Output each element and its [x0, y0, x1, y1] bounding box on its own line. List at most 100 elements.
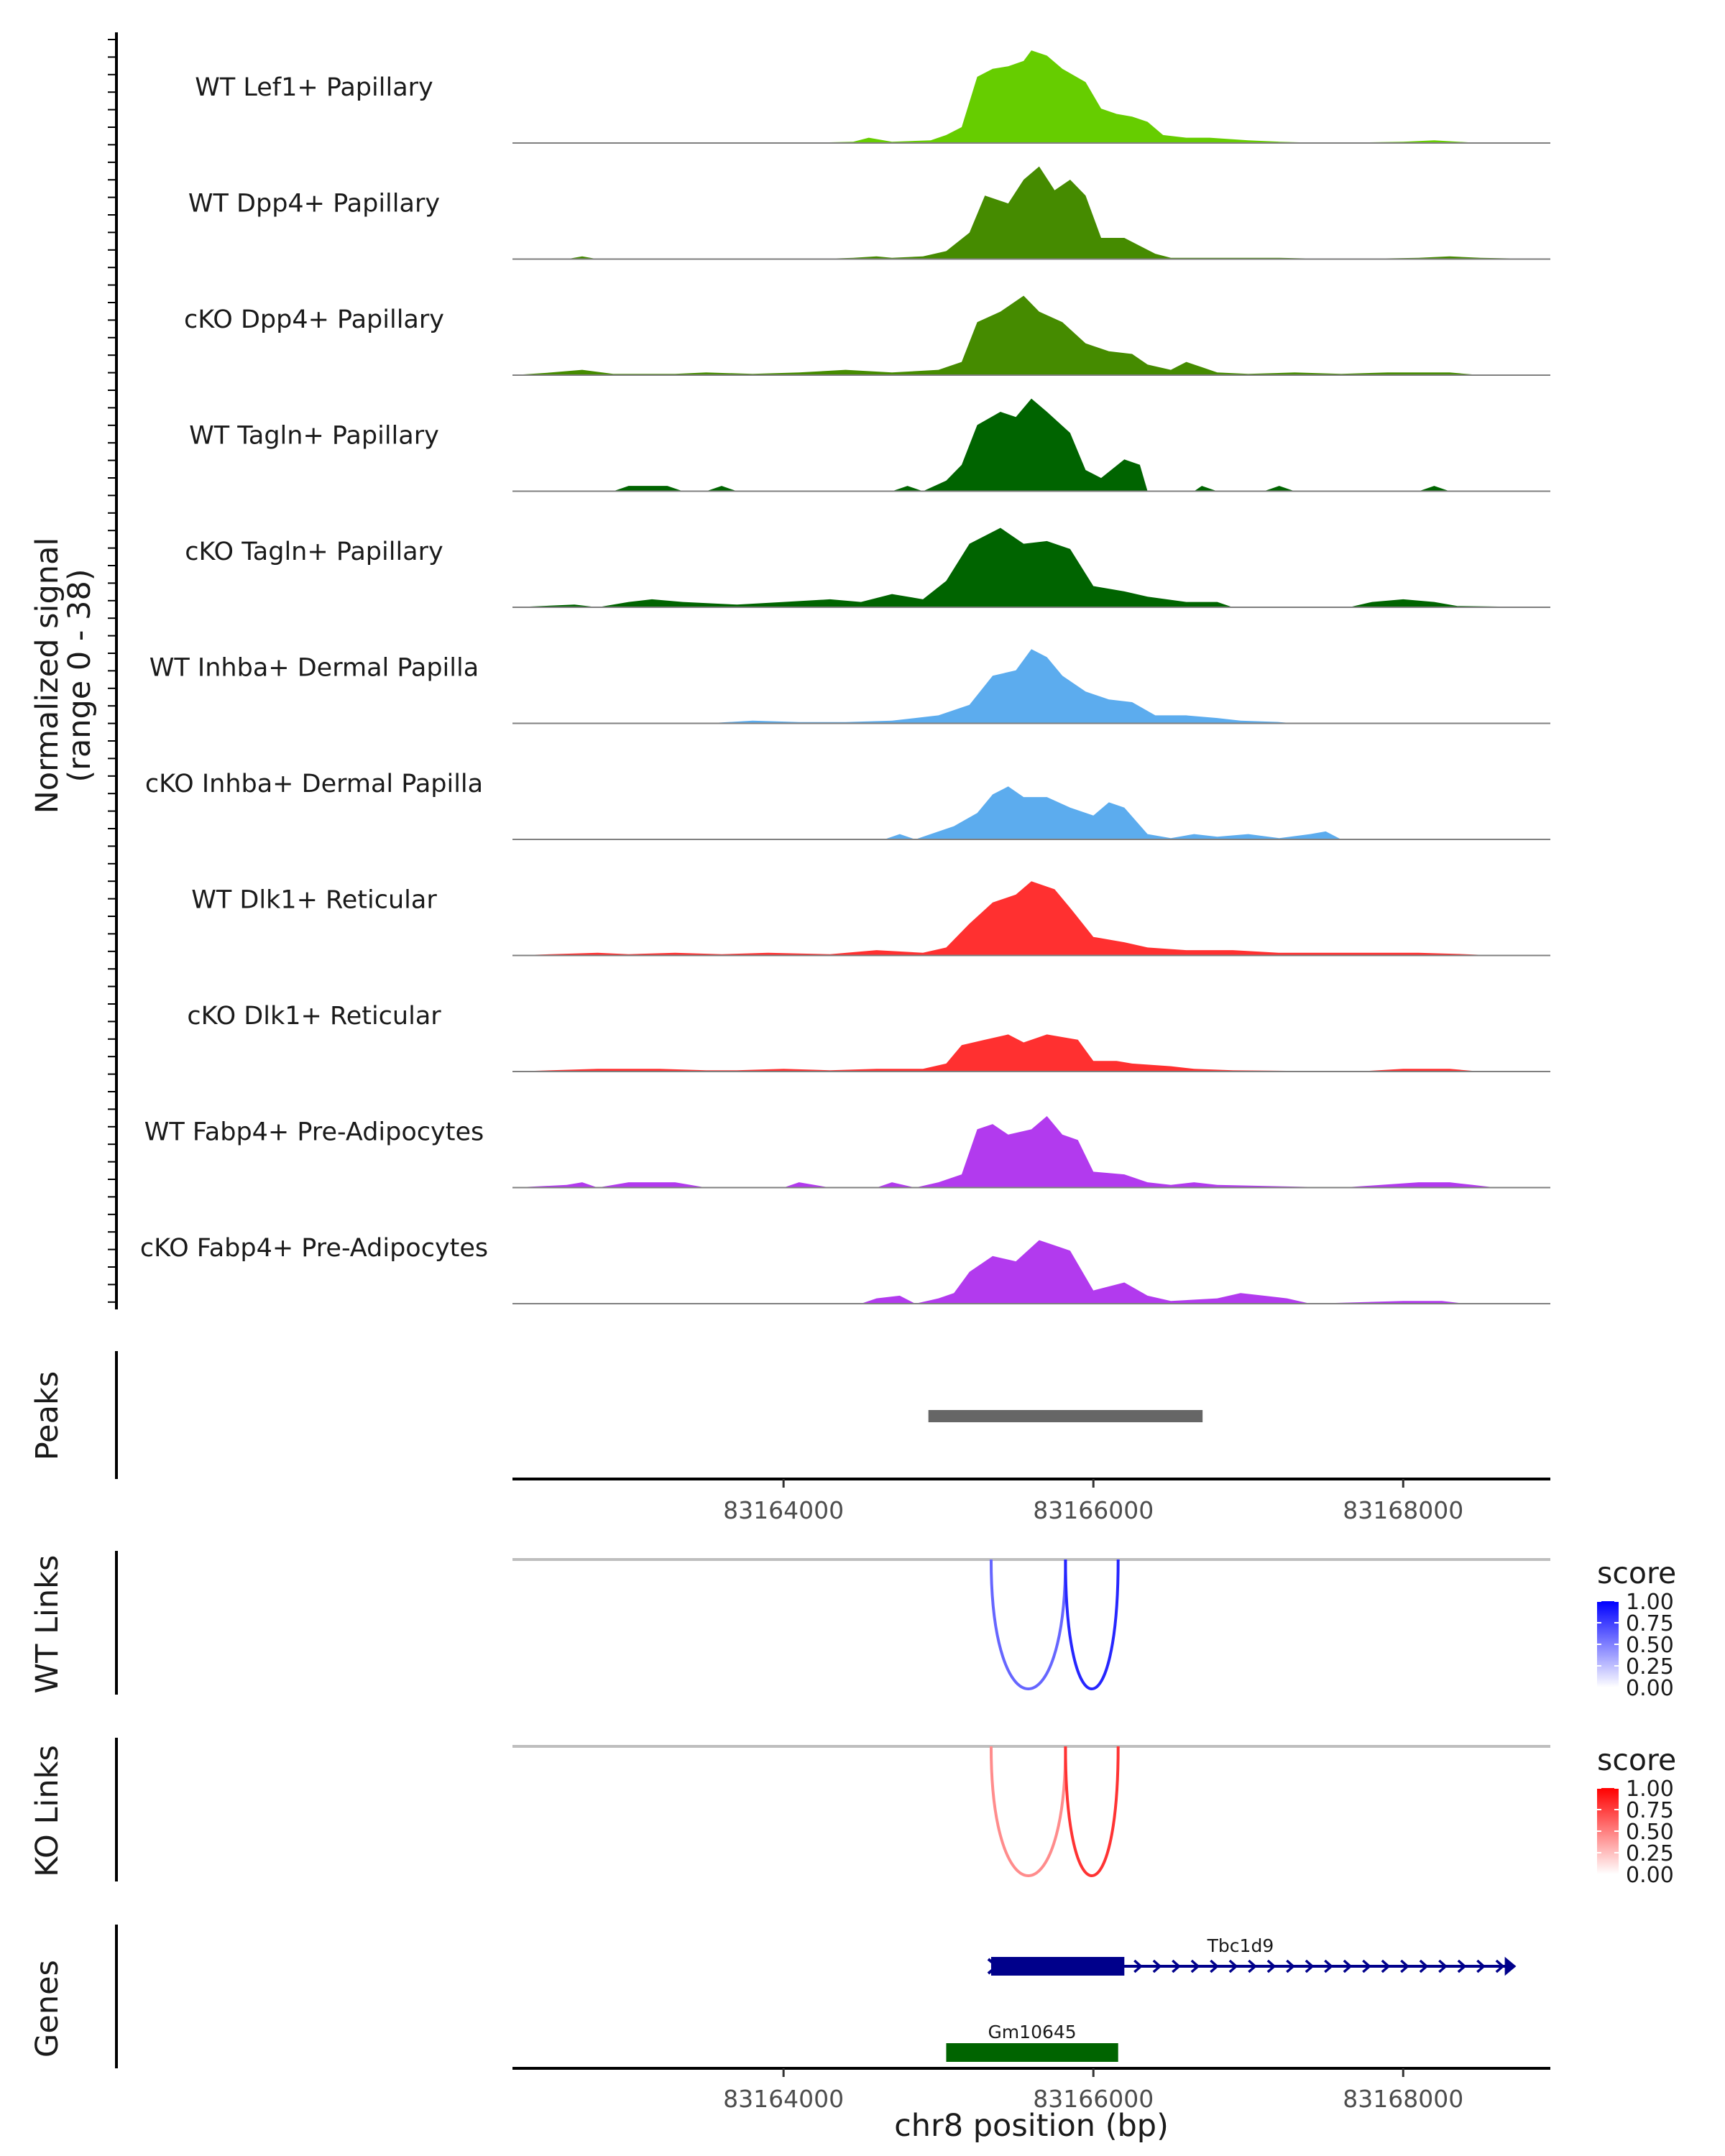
strand-arrow: [1419, 1959, 1429, 1973]
track-label: WT Lef1+ Papillary: [195, 73, 433, 102]
coverage-area: [512, 50, 1550, 143]
gene-name-label: Tbc1d9: [1207, 1935, 1274, 1956]
gene-model: Gm10645: [946, 2022, 1118, 2062]
strand-arrow: [1248, 1959, 1257, 1973]
legend-title: score: [1597, 1743, 1676, 1777]
coverage-track: cKO Tagln+ Papillary: [185, 528, 1550, 608]
coverage-track: cKO Dpp4+ Papillary: [184, 295, 1550, 376]
gene-exon: [990, 1957, 1125, 1976]
track-label: WT Tagln+ Papillary: [189, 422, 439, 451]
legend-tick-label: 0.75: [1626, 1798, 1674, 1823]
legend-tick-label: 0.00: [1626, 1863, 1674, 1888]
coverage-track: WT Tagln+ Papillary: [189, 398, 1550, 492]
wt-links-panel-label: WT Links: [29, 1555, 65, 1694]
coverage-area: [512, 881, 1550, 956]
ko-links-panel-label: KO Links: [29, 1745, 65, 1877]
coverage-track: WT Dpp4+ Papillary: [188, 166, 1550, 260]
genes-x-axis-tick-label: 83166000: [1033, 2085, 1154, 2113]
links-panels: score1.000.750.500.250.00score1.000.750.…: [512, 1556, 1676, 1888]
coverage-track: WT Fabp4+ Pre-Adipocytes: [144, 1116, 1550, 1189]
coverage-track: WT Dlk1+ Reticular: [191, 881, 1550, 957]
track-label: WT Fabp4+ Pre-Adipocytes: [144, 1118, 484, 1147]
gene-name-label: Gm10645: [988, 2022, 1076, 2042]
strand-arrow: [1305, 1959, 1315, 1973]
legend-tick-label: 1.00: [1626, 1777, 1674, 1802]
strand-arrow: [1266, 1959, 1276, 1973]
peaks-panel-label: Peaks: [29, 1371, 65, 1461]
strand-arrow: [1324, 1959, 1333, 1973]
link-arc: [989, 1746, 1067, 1877]
coverage-track: cKO Fabp4+ Pre-Adipocytes: [140, 1234, 1550, 1304]
link-arc: [989, 1559, 1067, 1690]
x-axis-title: chr8 position (bp): [894, 2108, 1169, 2144]
track-label: WT Dpp4+ Papillary: [188, 190, 440, 218]
strand-arrow: [1152, 1959, 1162, 1973]
legend-tick-label: 0.75: [1626, 1611, 1674, 1636]
genes-panel: Tbc1d9 Gm10645 83164000 83166000 83168000: [512, 1935, 1550, 2113]
strand-arrow: [1457, 1959, 1467, 1973]
peaks-x-axis-tick-label: 83166000: [1033, 1496, 1154, 1524]
strand-arrow: [1172, 1959, 1181, 1973]
coverage-area: [512, 649, 1550, 724]
legend-tick-label: 0.50: [1626, 1633, 1674, 1658]
coverage-area: [512, 786, 1550, 839]
coverage-track: cKO Dlk1+ Reticular: [187, 1002, 1550, 1072]
legend-tick-label: 0.25: [1626, 1654, 1674, 1680]
coverage-area: [512, 1240, 1550, 1304]
strand-arrow: [1362, 1959, 1371, 1973]
strand-arrow: [1400, 1959, 1409, 1973]
left-axis-lines: [108, 32, 118, 2068]
track-label: cKO Inhba+ Dermal Papilla: [145, 770, 483, 798]
coverage-tracks: WT Lef1+ Papillary WT Dpp4+ Papillary cKO …: [140, 50, 1550, 1304]
peaks-x-axis-tick-label: 83164000: [723, 1496, 844, 1524]
strand-arrow: [1504, 1956, 1517, 1976]
peaks-x-axis-tick-label: 83168000: [1343, 1496, 1463, 1524]
legend-tick-label: 0.00: [1626, 1676, 1674, 1701]
track-label: cKO Dlk1+ Reticular: [187, 1002, 441, 1031]
track-label: cKO Tagln+ Papillary: [185, 538, 443, 566]
coverage-area: [512, 528, 1550, 607]
strand-arrow: [1190, 1959, 1200, 1973]
strand-arrow: [1381, 1959, 1391, 1973]
gene-model: Tbc1d9: [987, 1935, 1517, 1976]
strand-arrow: [1495, 1959, 1505, 1973]
y-axis-labels: Normalized signal (range 0 - 38) Peaks W…: [29, 538, 98, 2058]
genes-x-axis-tick-label: 83164000: [723, 2085, 844, 2113]
strand-arrow: [1133, 1959, 1143, 1973]
legend-tick-label: 0.25: [1626, 1841, 1674, 1866]
track-label: WT Dlk1+ Reticular: [191, 886, 437, 915]
coverage-ylabel-line1: Normalized signal: [29, 538, 65, 814]
coverage-area: [512, 398, 1550, 492]
track-label: cKO Fabp4+ Pre-Adipocytes: [140, 1234, 488, 1263]
link-arc: [1064, 1559, 1120, 1690]
strand-arrow: [1210, 1959, 1219, 1973]
coverage-ylabel-line2: (range 0 - 38): [62, 568, 98, 782]
strand-arrow: [1438, 1959, 1448, 1973]
coverage-area: [512, 1034, 1550, 1072]
peaks-panel: 83164000 83166000 83168000: [512, 1410, 1550, 1524]
coverage-area: [512, 166, 1550, 259]
gene-exon: [946, 2043, 1118, 2062]
genes-panel-label: Genes: [29, 1960, 65, 2058]
legend-title: score: [1597, 1556, 1676, 1590]
coverage-track: cKO Inhba+ Dermal Papilla: [145, 770, 1550, 840]
genes-x-axis-tick-label: 83168000: [1343, 2085, 1463, 2113]
legend-tick-label: 1.00: [1626, 1590, 1674, 1615]
coverage-track: WT Inhba+ Dermal Papilla: [150, 649, 1550, 724]
coverage-area: [512, 1116, 1550, 1188]
legend-tick-label: 0.50: [1626, 1820, 1674, 1845]
link-arc: [1064, 1746, 1120, 1877]
peak-bar: [928, 1410, 1203, 1422]
strand-arrow: [1228, 1959, 1238, 1973]
strand-arrow: [1343, 1959, 1353, 1973]
strand-arrow: [1286, 1959, 1295, 1973]
strand-arrow: [1476, 1959, 1486, 1973]
track-label: cKO Dpp4+ Papillary: [184, 305, 444, 334]
coverage-track: WT Lef1+ Papillary: [195, 50, 1550, 144]
track-label: WT Inhba+ Dermal Papilla: [150, 654, 479, 683]
